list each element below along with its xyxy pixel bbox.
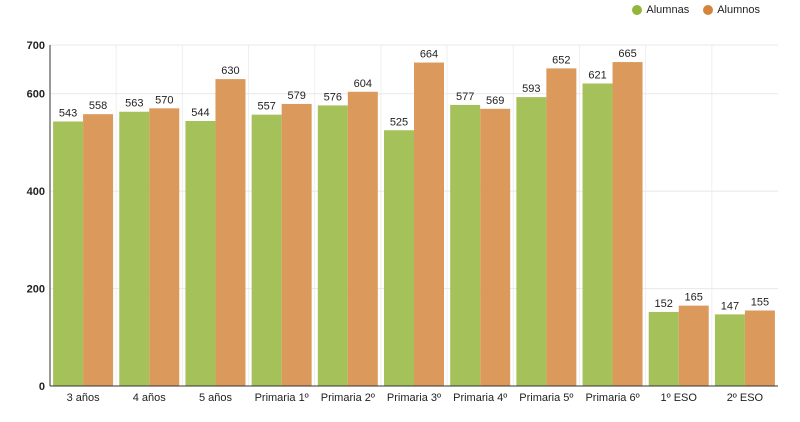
bar-alumnas[interactable]	[119, 111, 150, 386]
data-label: 563	[125, 98, 143, 110]
data-label: 593	[522, 83, 540, 95]
data-label: 621	[588, 69, 606, 81]
x-tick-label: 5 años	[199, 392, 233, 404]
data-label: 569	[486, 95, 504, 107]
bar-alumnas[interactable]	[648, 311, 679, 386]
bar-alumnos[interactable]	[546, 68, 577, 386]
legend-swatch-alumnas	[632, 5, 643, 15]
bar-alumnas[interactable]	[53, 121, 84, 386]
data-label: 579	[287, 90, 305, 102]
bar-alumnas[interactable]	[384, 130, 414, 386]
data-label: 543	[59, 107, 77, 119]
bar-alumnas[interactable]	[714, 314, 745, 386]
bar-alumnos[interactable]	[215, 79, 246, 386]
bar-alumnas[interactable]	[450, 104, 481, 386]
bar-alumnas[interactable]	[251, 114, 282, 386]
x-tick-label: 1º ESO	[661, 392, 698, 404]
legend-label-alumnas: Alumnas	[646, 4, 690, 16]
data-label: 665	[618, 48, 636, 60]
chart-legend: Alumnas Alumnos	[632, 4, 760, 16]
x-tick-label: Primaria 3º	[387, 392, 441, 404]
bar-alumnos[interactable]	[480, 108, 511, 387]
y-tick-label: 400	[27, 186, 45, 198]
x-tick-label: 2º ESO	[727, 392, 764, 404]
data-label: 147	[721, 300, 739, 312]
data-label: 604	[354, 78, 372, 90]
x-tick-label: Primaria 1º	[255, 392, 309, 404]
data-label: 525	[390, 116, 408, 128]
data-label: 165	[685, 292, 703, 304]
bar-alumnos[interactable]	[678, 305, 709, 386]
y-tick-label: 600	[27, 89, 45, 101]
bar-alumnos[interactable]	[281, 103, 312, 387]
data-labels: 543 558 563 570 544 630 557 579 576 604 525 664 577 5…	[59, 48, 769, 312]
data-label: 576	[324, 91, 342, 103]
y-tick-label: 700	[27, 40, 45, 52]
bar-alumnas[interactable]	[185, 120, 216, 386]
y-tick-label: 200	[27, 284, 45, 296]
bar-alumnos[interactable]	[744, 310, 775, 386]
bar-alumnos[interactable]	[83, 114, 114, 386]
legend-item-alumnos[interactable]: Alumnos	[703, 4, 760, 16]
bar-alumnos[interactable]	[347, 91, 378, 386]
x-tick-label: Primaria 4º	[453, 392, 507, 404]
bar-alumnos[interactable]	[414, 62, 444, 387]
y-tick-label: 0	[39, 381, 45, 393]
bar-alumnas[interactable]	[516, 97, 547, 387]
bar-alumnos[interactable]	[612, 62, 643, 387]
bar-alumnas[interactable]	[582, 83, 613, 386]
bars	[53, 62, 775, 387]
data-label: 557	[257, 101, 275, 113]
legend-label-alumnos: Alumnos	[717, 4, 760, 16]
data-label: 630	[221, 65, 239, 77]
legend-swatch-alumnos	[703, 5, 714, 15]
data-label: 544	[191, 107, 209, 119]
data-label: 652	[552, 54, 570, 66]
x-tick-label: 4 años	[133, 392, 167, 404]
x-tick-label: Primaria 6º	[585, 392, 639, 404]
x-tick-label: Primaria 5º	[519, 392, 573, 404]
x-tick-label: 3 años	[67, 392, 101, 404]
bar-alumnas[interactable]	[317, 105, 348, 387]
data-label: 570	[155, 94, 173, 106]
data-label: 558	[89, 100, 107, 112]
data-label: 577	[456, 91, 474, 103]
data-label: 152	[655, 298, 673, 310]
legend-item-alumnas[interactable]: Alumnas	[632, 4, 689, 16]
data-label: 664	[420, 49, 438, 61]
x-tick-label: Primaria 2º	[321, 392, 375, 404]
data-label: 155	[751, 296, 769, 308]
bar-alumnos[interactable]	[149, 108, 180, 386]
axes: 0 200 400 600 700 3 años 4 años 5 años Primaria …	[27, 40, 778, 404]
